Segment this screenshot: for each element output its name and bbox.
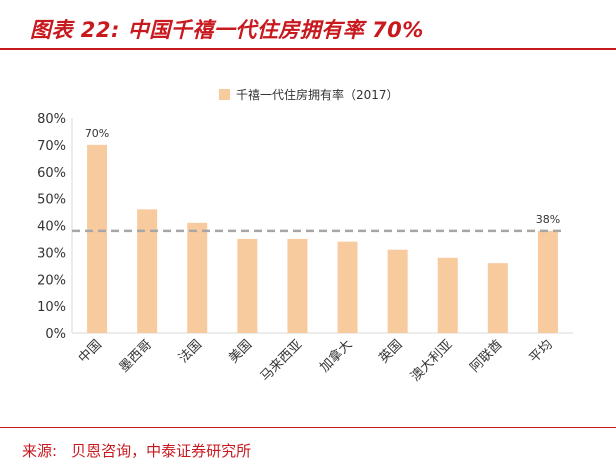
y-tick-label: 40%	[37, 220, 66, 235]
x-tick-label: 澳大利亚	[407, 337, 455, 385]
bar-4	[287, 238, 308, 333]
source-text: 贝恩咨询，中泰证券研究所	[71, 442, 252, 460]
bar-1	[137, 209, 158, 333]
title-divider	[0, 48, 616, 50]
x-tick-label: 英国	[376, 337, 405, 366]
bar-8	[487, 263, 508, 333]
bar-3	[237, 238, 258, 333]
x-tick-label: 阿联酋	[467, 337, 506, 376]
x-tick-label: 马来西亚	[258, 337, 305, 384]
bar-5	[337, 241, 358, 333]
bar-2	[187, 222, 208, 333]
source-label: 来源:	[22, 442, 58, 460]
chart-area: 千禧一代住房拥有率（2017） 0% 10% 20% 30% 40% 50% 60% 70% 80…	[0, 60, 616, 420]
bar-6	[387, 249, 408, 333]
y-tick-label: 50%	[37, 193, 66, 208]
data-label: 70%	[85, 127, 109, 140]
x-tick-label: 平均	[527, 337, 556, 366]
y-tick-label: 20%	[37, 273, 66, 288]
bar-9	[537, 230, 558, 333]
chart-title: 图表 22: 中国千禧一代住房拥有率 70%	[30, 18, 424, 42]
legend-label: 千禧一代住房拥有率（2017）	[236, 87, 399, 102]
y-tick-label: 70%	[37, 139, 66, 154]
bar-0	[87, 144, 108, 333]
title-bar: 图表 22: 中国千禧一代住房拥有率 70%	[0, 0, 616, 50]
y-tick-label: 80%	[37, 112, 66, 127]
y-tick-label: 60%	[37, 166, 66, 181]
x-tick-label: 法国	[176, 337, 205, 366]
x-tick-label: 中国	[76, 337, 105, 366]
source-note: 来源: 贝恩咨询，中泰证券研究所	[22, 440, 251, 461]
bar-7	[437, 257, 458, 333]
legend-swatch	[219, 89, 230, 100]
x-tick-label: 美国	[226, 337, 255, 366]
x-tick-label: 加拿大	[316, 337, 355, 376]
x-tick-label: 墨西哥	[117, 337, 155, 375]
y-tick-label: 0%	[45, 327, 66, 342]
bar-chart: 千禧一代住房拥有率（2017） 0% 10% 20% 30% 40% 50% 60% 70% 80…	[37, 87, 573, 385]
y-tick-label: 10%	[37, 300, 66, 315]
average-value-label: 38%	[536, 213, 560, 226]
source-divider	[0, 427, 616, 428]
y-tick-label: 30%	[37, 246, 66, 261]
